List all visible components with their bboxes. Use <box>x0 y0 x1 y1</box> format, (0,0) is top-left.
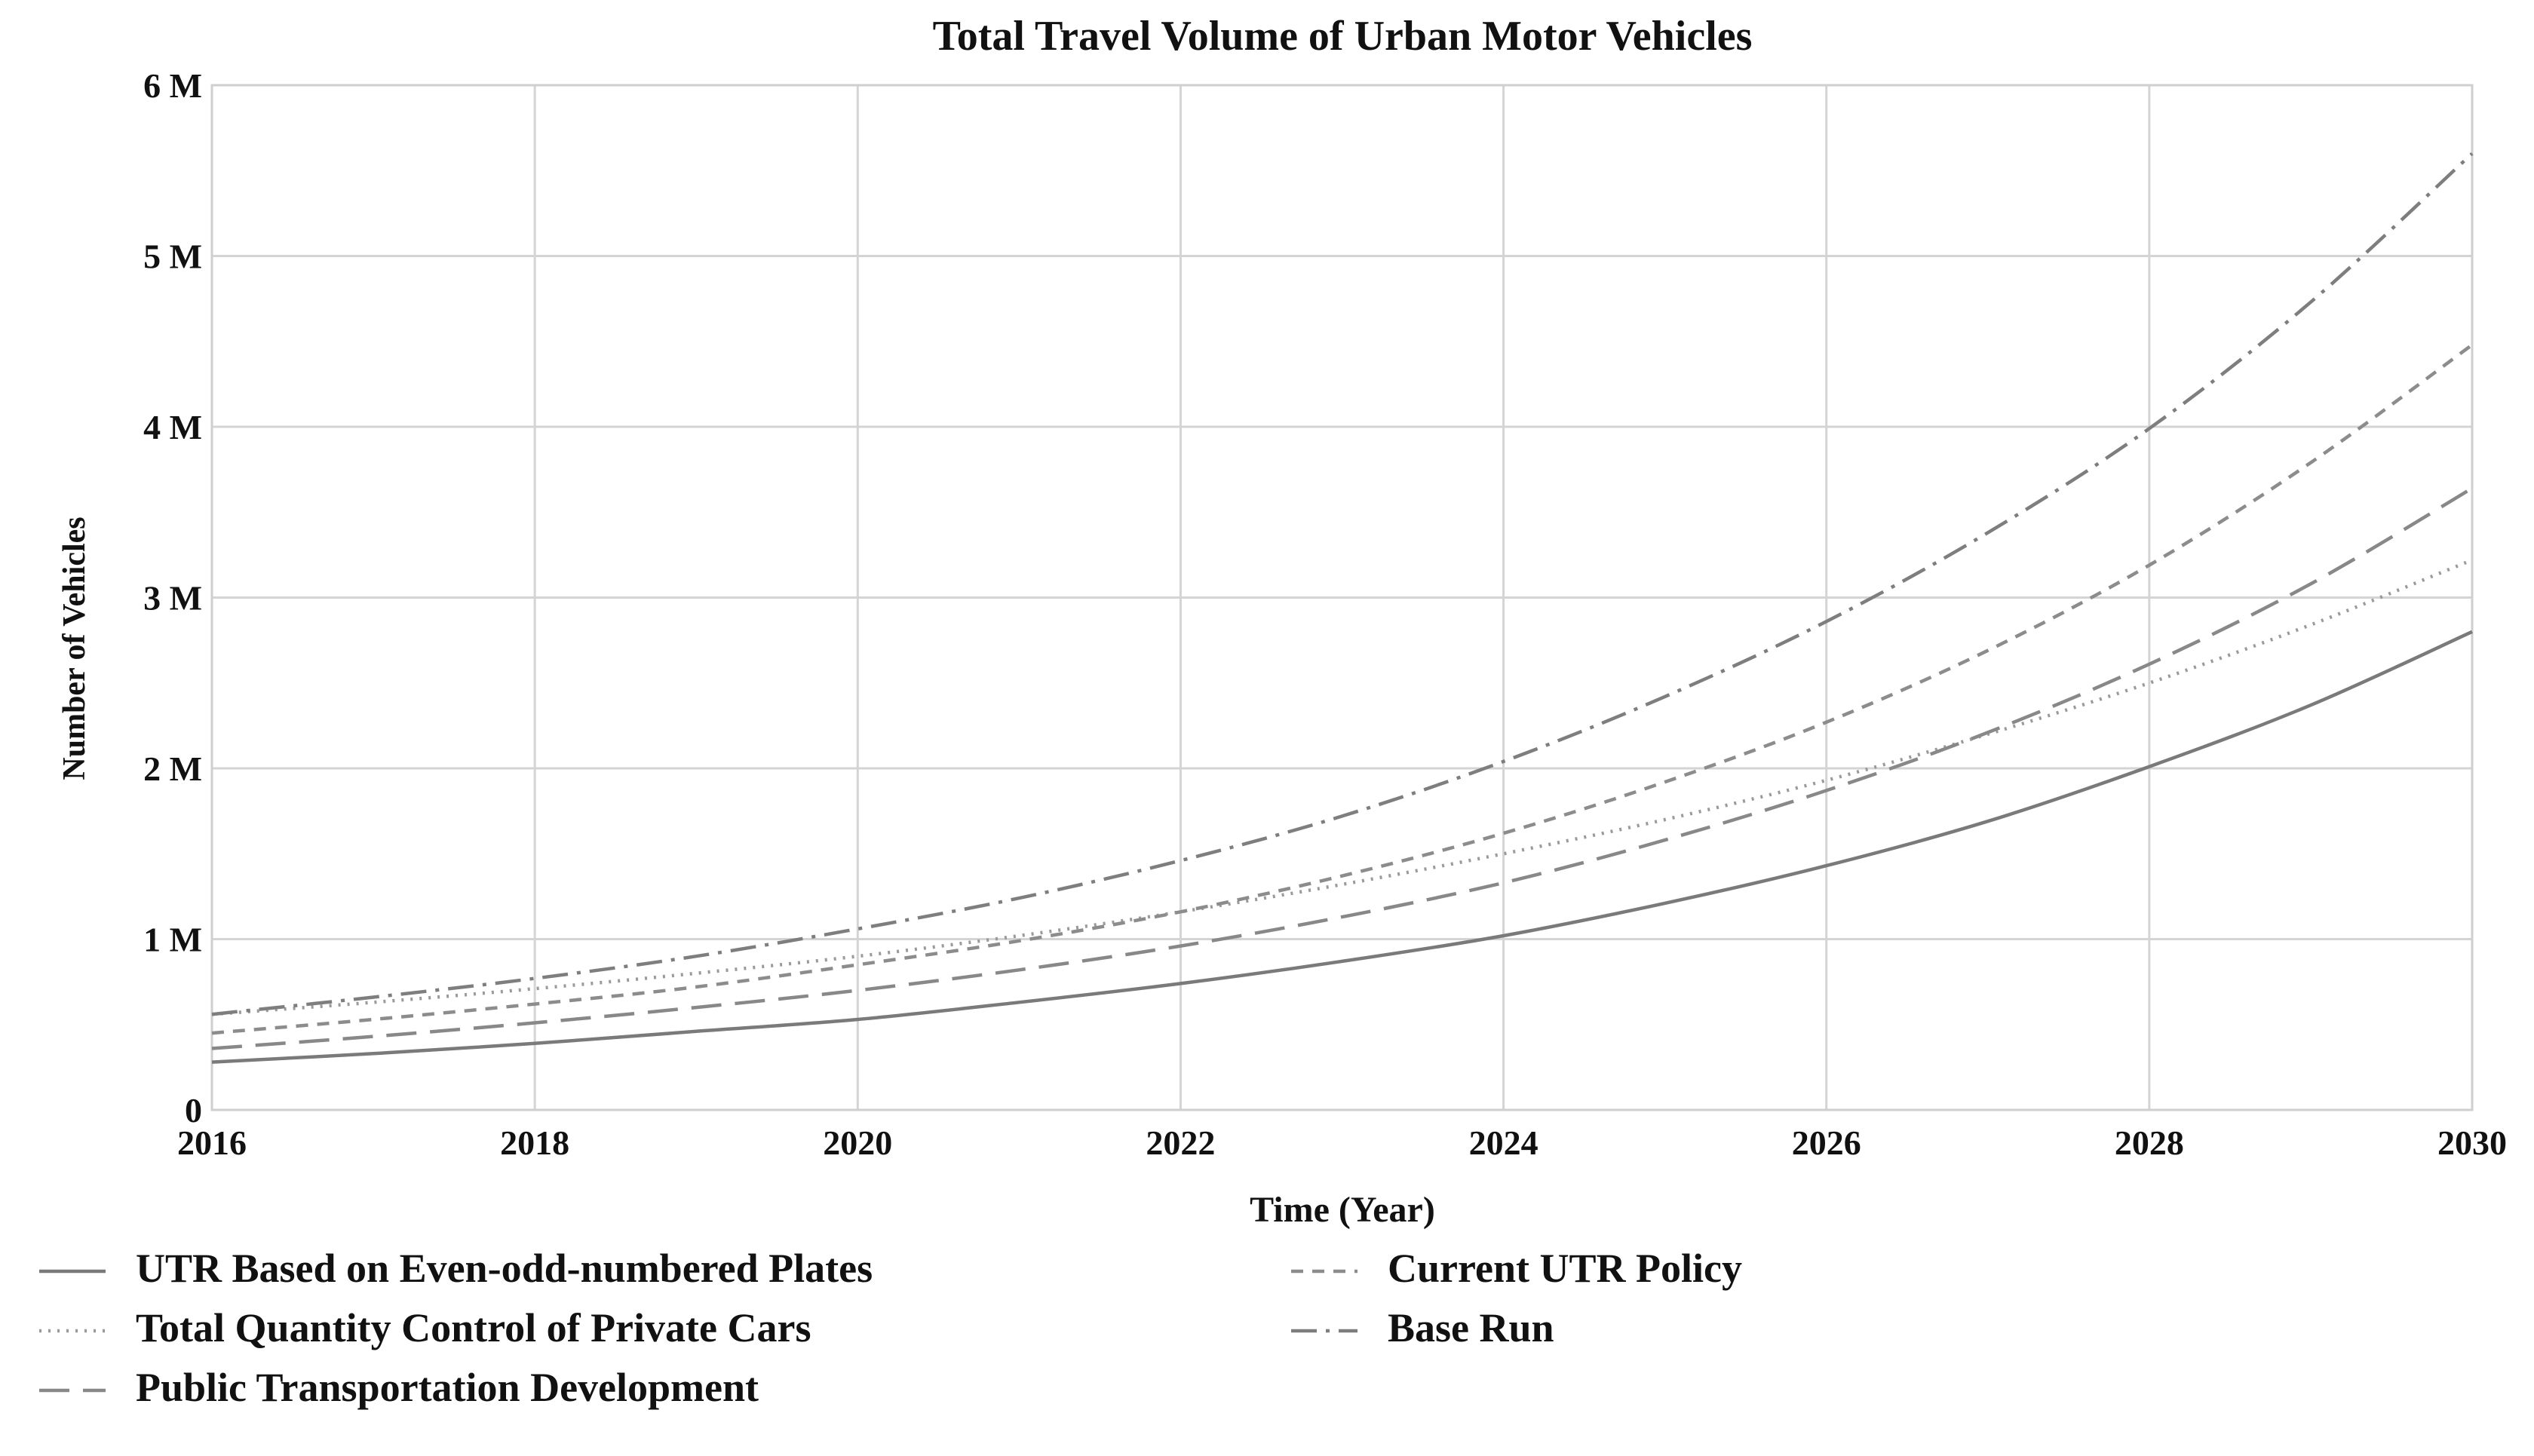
gridlines <box>212 85 2472 1110</box>
y-axis-label: Number of Vehicles <box>57 516 92 780</box>
y-tick-label: 5 M <box>143 238 202 276</box>
x-tick-label: 2018 <box>500 1123 569 1162</box>
series-lines <box>211 152 2474 1064</box>
x-tick-label: 2028 <box>2115 1123 2184 1162</box>
y-tick-label: 6 M <box>143 66 202 105</box>
chart-title: Total Travel Volume of Urban Motor Vehic… <box>933 13 1753 60</box>
legend-label: Total Quantity Control of Private Cars <box>136 1305 811 1350</box>
legend-label: Current UTR Policy <box>1388 1246 1742 1291</box>
x-tick-label: 2030 <box>2437 1123 2507 1162</box>
x-tick-label: 2026 <box>1792 1123 1861 1162</box>
y-tick-label: 1 M <box>143 921 202 959</box>
legend-label: Public Transportation Development <box>136 1365 759 1410</box>
x-tick-label: 2016 <box>177 1123 247 1162</box>
series-line-dash-dot <box>211 152 2474 1016</box>
legend: UTR Based on Even-odd-numbered Plates Tot… <box>39 1246 1742 1410</box>
y-tick-label: 0 <box>185 1091 202 1130</box>
y-tick-label: 2 M <box>143 749 202 788</box>
x-tick-label: 2022 <box>1146 1123 1215 1162</box>
y-axis-tick-labels: 0 1 M 2 M 3 M 4 M 5 M 6 M <box>143 66 202 1130</box>
series-line-short-dash <box>211 343 2474 1035</box>
legend-label: Base Run <box>1388 1305 1554 1350</box>
x-axis-tick-labels: 2016 2018 2020 2022 2024 2026 2028 2030 <box>177 1123 2507 1162</box>
series-line-solid <box>211 630 2473 1064</box>
plot-frame <box>210 84 2474 1111</box>
y-tick-label: 4 M <box>143 408 202 446</box>
series-line-long-dash <box>211 486 2474 1050</box>
x-axis-label: Time (Year) <box>1250 1190 1435 1230</box>
x-tick-label: 2024 <box>1469 1123 1538 1162</box>
legend-label: UTR Based on Even-odd-numbered Plates <box>136 1246 873 1291</box>
x-tick-label: 2020 <box>823 1123 892 1162</box>
series-line-dotted <box>211 558 2473 1016</box>
y-tick-label: 3 M <box>143 579 202 618</box>
